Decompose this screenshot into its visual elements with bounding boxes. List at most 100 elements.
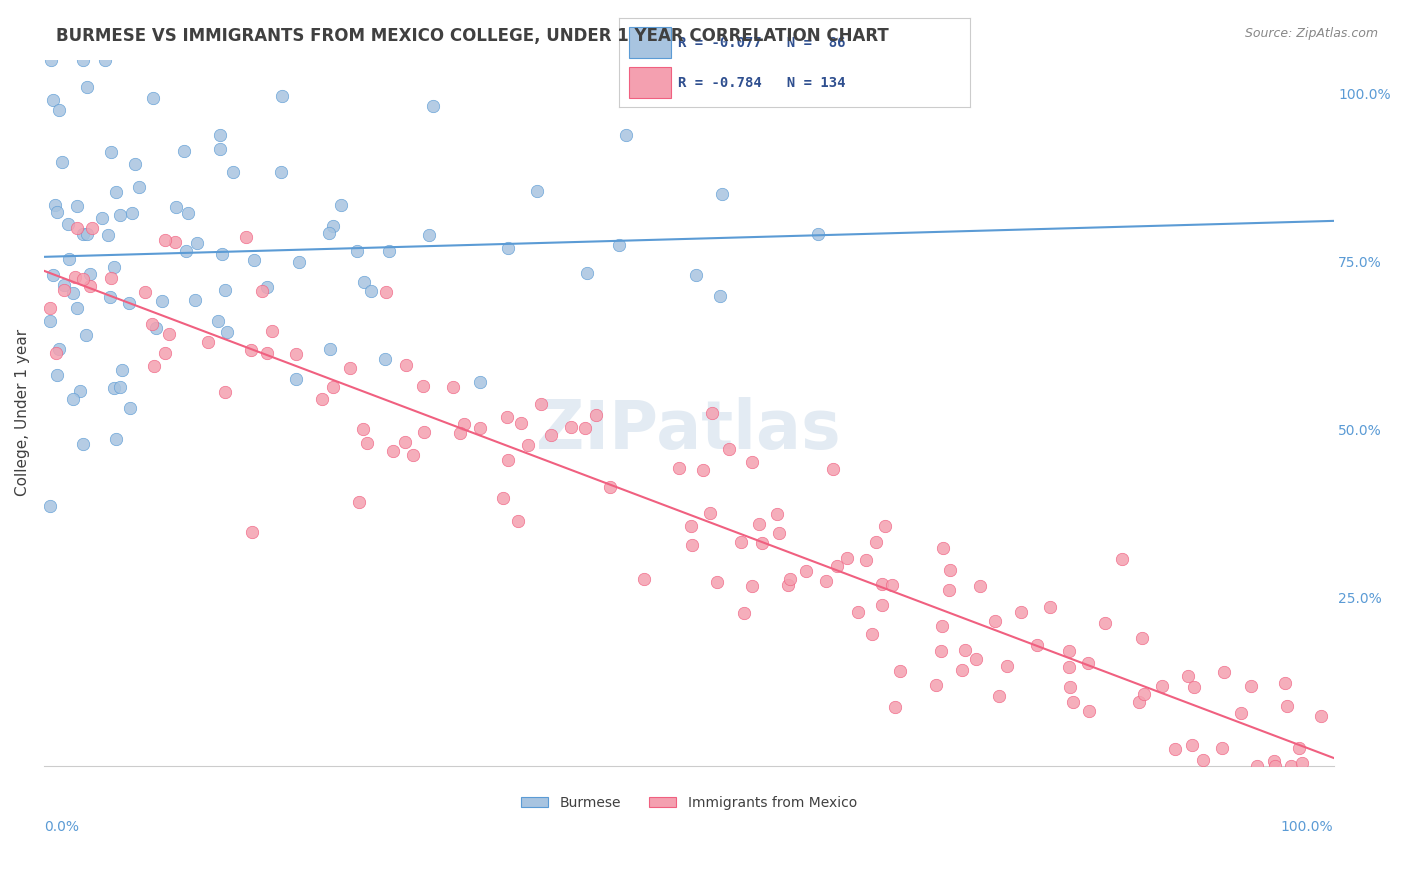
Text: 100.0%: 100.0% bbox=[1281, 820, 1333, 834]
Point bbox=[884, 699, 907, 714]
Point bbox=[284, 347, 307, 361]
Point bbox=[560, 420, 582, 434]
Point bbox=[56, 217, 79, 231]
Point bbox=[441, 380, 464, 394]
Point bbox=[633, 572, 655, 586]
Point bbox=[492, 491, 515, 505]
Point bbox=[75, 328, 97, 343]
Point bbox=[163, 235, 186, 249]
Point bbox=[108, 208, 131, 222]
Point bbox=[950, 663, 973, 677]
Point bbox=[1263, 754, 1285, 768]
Point bbox=[794, 565, 817, 579]
Point bbox=[207, 314, 229, 328]
Point bbox=[214, 384, 236, 399]
Point bbox=[256, 346, 278, 360]
Point bbox=[240, 343, 263, 358]
Point bbox=[39, 301, 62, 315]
Legend: Burmese, Immigrants from Mexico: Burmese, Immigrants from Mexico bbox=[515, 790, 862, 815]
Point bbox=[1191, 753, 1213, 767]
Point bbox=[1279, 759, 1302, 773]
Point bbox=[1182, 680, 1205, 694]
Point bbox=[287, 255, 309, 269]
Point bbox=[1275, 699, 1298, 714]
Point bbox=[860, 627, 883, 641]
Point bbox=[870, 577, 893, 591]
Point bbox=[965, 652, 987, 666]
Point bbox=[418, 228, 440, 243]
Point bbox=[39, 313, 62, 327]
Point bbox=[214, 283, 236, 297]
Point bbox=[870, 598, 893, 612]
Point bbox=[710, 186, 733, 201]
Point bbox=[751, 535, 773, 549]
Point bbox=[215, 326, 238, 340]
Point bbox=[865, 534, 887, 549]
Point bbox=[157, 327, 180, 342]
Point bbox=[211, 247, 233, 261]
Point bbox=[1039, 600, 1062, 615]
Point bbox=[765, 507, 787, 521]
Point bbox=[931, 644, 953, 658]
Point bbox=[353, 275, 375, 289]
Point bbox=[374, 352, 396, 367]
Point bbox=[62, 392, 84, 407]
Point bbox=[394, 434, 416, 449]
Point bbox=[1057, 660, 1080, 674]
Point bbox=[103, 381, 125, 395]
Point bbox=[855, 553, 877, 567]
Point bbox=[48, 103, 70, 117]
Point bbox=[1062, 695, 1084, 709]
Point bbox=[42, 93, 65, 107]
Point bbox=[776, 578, 799, 592]
Point bbox=[80, 220, 103, 235]
Point bbox=[585, 408, 607, 422]
Point bbox=[741, 578, 763, 592]
Point bbox=[69, 384, 91, 398]
Point bbox=[574, 421, 596, 435]
Point bbox=[768, 525, 790, 540]
Point bbox=[52, 277, 75, 292]
Point bbox=[79, 279, 101, 293]
Point bbox=[103, 260, 125, 274]
Point bbox=[145, 321, 167, 335]
Bar bbox=[630, 67, 671, 98]
Point bbox=[496, 410, 519, 425]
Point bbox=[72, 53, 94, 67]
Point bbox=[100, 290, 122, 304]
Point bbox=[1133, 687, 1156, 701]
Point bbox=[352, 422, 374, 436]
Point bbox=[94, 53, 117, 67]
Point bbox=[1177, 668, 1199, 682]
Point bbox=[39, 499, 62, 513]
Point bbox=[402, 448, 425, 462]
Point bbox=[360, 284, 382, 298]
Point bbox=[209, 128, 232, 142]
Point bbox=[1288, 741, 1310, 756]
Point bbox=[1309, 709, 1331, 723]
Point bbox=[378, 244, 401, 258]
Point bbox=[449, 425, 471, 440]
Point bbox=[45, 346, 67, 360]
Text: Source: ZipAtlas.com: Source: ZipAtlas.com bbox=[1244, 27, 1378, 40]
Point bbox=[779, 572, 801, 586]
Point bbox=[692, 463, 714, 477]
Point bbox=[496, 241, 519, 255]
Point bbox=[1291, 756, 1313, 770]
Point bbox=[124, 157, 146, 171]
Point bbox=[468, 420, 491, 434]
Point bbox=[319, 342, 342, 356]
Point bbox=[702, 406, 724, 420]
Point bbox=[330, 198, 353, 212]
Point bbox=[174, 244, 197, 259]
Point bbox=[243, 252, 266, 267]
Point bbox=[184, 293, 207, 307]
Point bbox=[235, 230, 257, 244]
Point bbox=[52, 283, 75, 297]
Point bbox=[1230, 706, 1253, 720]
Point bbox=[510, 416, 533, 430]
Point bbox=[65, 269, 87, 284]
Point bbox=[48, 343, 70, 357]
Point bbox=[821, 462, 844, 476]
Point bbox=[72, 227, 94, 241]
